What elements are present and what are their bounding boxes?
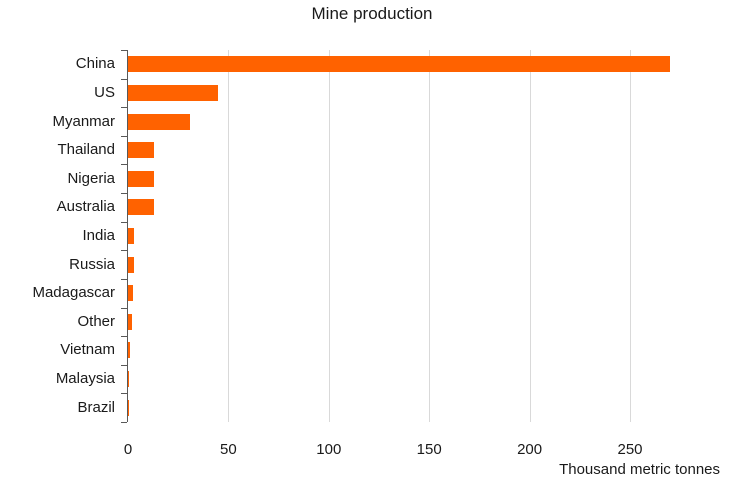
y-axis-tick	[121, 422, 127, 423]
x-tick-label-0: 0	[123, 441, 133, 458]
y-label-malaysia: Malaysia	[55, 370, 115, 388]
y-axis-tick	[121, 79, 127, 80]
bar-china	[128, 56, 671, 73]
y-axis-tick	[121, 365, 127, 366]
x-axis-title: Thousand metric tonnes	[559, 461, 720, 478]
bar-myanmar	[128, 113, 191, 130]
y-label-madagascar: Madagascar	[32, 284, 115, 302]
y-label-australia: Australia	[56, 198, 115, 216]
plot-area	[121, 50, 720, 423]
y-label-india: India	[82, 227, 115, 244]
y-label-other: Other	[77, 312, 115, 330]
y-label-us: US	[94, 83, 115, 101]
bar-vietnam	[128, 342, 130, 359]
x-tick-label-200: 200	[517, 441, 543, 458]
bar-russia	[128, 256, 134, 273]
y-axis-tick	[121, 107, 127, 108]
y-axis-tick	[121, 308, 127, 309]
bar-other	[128, 313, 132, 330]
gridline-150	[429, 50, 431, 422]
y-label-thailand: Thailand	[57, 141, 115, 159]
y-label-vietnam: Vietnam	[60, 341, 115, 359]
chart-title: Mine production	[311, 4, 433, 23]
y-label-myanmar: Myanmar	[52, 112, 115, 130]
y-label-nigeria: Nigeria	[67, 169, 115, 187]
bar-india	[128, 228, 135, 244]
bar-malaysia	[128, 371, 130, 388]
bar-brazil	[128, 399, 130, 416]
gridline-200	[529, 50, 531, 422]
bar-madagascar	[128, 285, 133, 302]
y-axis-tick	[121, 164, 127, 165]
y-axis-tick	[121, 393, 127, 394]
y-label-china: China	[75, 55, 115, 73]
x-tick-label-100: 100	[316, 441, 342, 458]
bar-australia	[128, 199, 155, 216]
y-axis-tick	[121, 50, 127, 51]
bar-nigeria	[128, 170, 155, 187]
gridline-50	[228, 50, 230, 422]
y-axis-tick	[121, 250, 127, 251]
y-axis-tick	[121, 136, 127, 137]
x-tick-label-250: 250	[617, 441, 643, 458]
y-axis-tick	[121, 336, 127, 337]
x-tick-label-150: 150	[416, 441, 442, 458]
gridline-250	[630, 50, 631, 422]
y-axis-tick	[121, 222, 127, 223]
y-label-russia: Russia	[69, 255, 115, 273]
y-axis-tick	[121, 279, 127, 280]
y-axis-line	[127, 50, 128, 422]
bar-us	[128, 84, 219, 101]
y-label-brazil: Brazil	[77, 398, 115, 416]
y-axis-tick	[121, 193, 127, 194]
x-tick-label-50: 50	[220, 441, 237, 458]
gridline-100	[328, 50, 330, 422]
bar-thailand	[128, 142, 155, 159]
